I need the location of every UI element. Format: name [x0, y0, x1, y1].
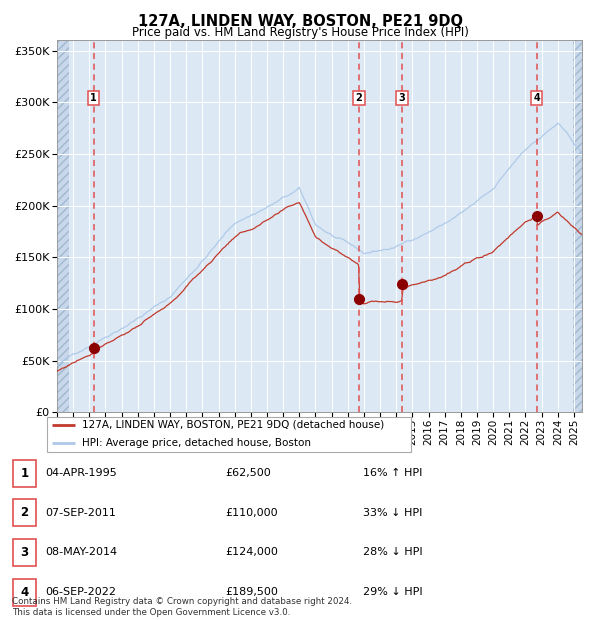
Text: 16% ↑ HPI: 16% ↑ HPI [363, 468, 422, 478]
Text: £62,500: £62,500 [225, 468, 271, 478]
Bar [57, 40, 69, 412]
FancyBboxPatch shape [13, 578, 36, 606]
Text: Contains HM Land Registry data © Crown copyright and database right 2024.
This d: Contains HM Land Registry data © Crown c… [12, 598, 352, 617]
Text: 4: 4 [20, 586, 29, 598]
Text: £189,500: £189,500 [225, 587, 278, 597]
FancyBboxPatch shape [13, 459, 36, 487]
Text: 3: 3 [20, 546, 29, 559]
Bar [572, 40, 582, 412]
Text: 127A, LINDEN WAY, BOSTON, PE21 9DQ (detached house): 127A, LINDEN WAY, BOSTON, PE21 9DQ (deta… [82, 420, 384, 430]
Bar [572, 40, 582, 412]
Text: 1: 1 [90, 93, 97, 103]
FancyBboxPatch shape [47, 417, 412, 452]
Text: 06-SEP-2022: 06-SEP-2022 [45, 587, 116, 597]
Text: 2: 2 [20, 507, 29, 519]
Text: 08-MAY-2014: 08-MAY-2014 [45, 547, 117, 557]
Text: 07-SEP-2011: 07-SEP-2011 [45, 508, 116, 518]
Text: 33% ↓ HPI: 33% ↓ HPI [363, 508, 422, 518]
Text: 3: 3 [398, 93, 406, 103]
Bar [57, 40, 69, 412]
Text: 29% ↓ HPI: 29% ↓ HPI [363, 587, 422, 597]
Text: £110,000: £110,000 [225, 508, 278, 518]
Text: 1: 1 [20, 467, 29, 479]
Text: 127A, LINDEN WAY, BOSTON, PE21 9DQ: 127A, LINDEN WAY, BOSTON, PE21 9DQ [137, 14, 463, 29]
Text: HPI: Average price, detached house, Boston: HPI: Average price, detached house, Bost… [82, 438, 311, 448]
Text: Price paid vs. HM Land Registry's House Price Index (HPI): Price paid vs. HM Land Registry's House … [131, 26, 469, 39]
FancyBboxPatch shape [13, 539, 36, 566]
Text: 4: 4 [533, 93, 540, 103]
Text: 2: 2 [356, 93, 362, 103]
Text: £124,000: £124,000 [225, 547, 278, 557]
Text: 04-APR-1995: 04-APR-1995 [45, 468, 117, 478]
FancyBboxPatch shape [13, 499, 36, 526]
Text: 28% ↓ HPI: 28% ↓ HPI [363, 547, 422, 557]
